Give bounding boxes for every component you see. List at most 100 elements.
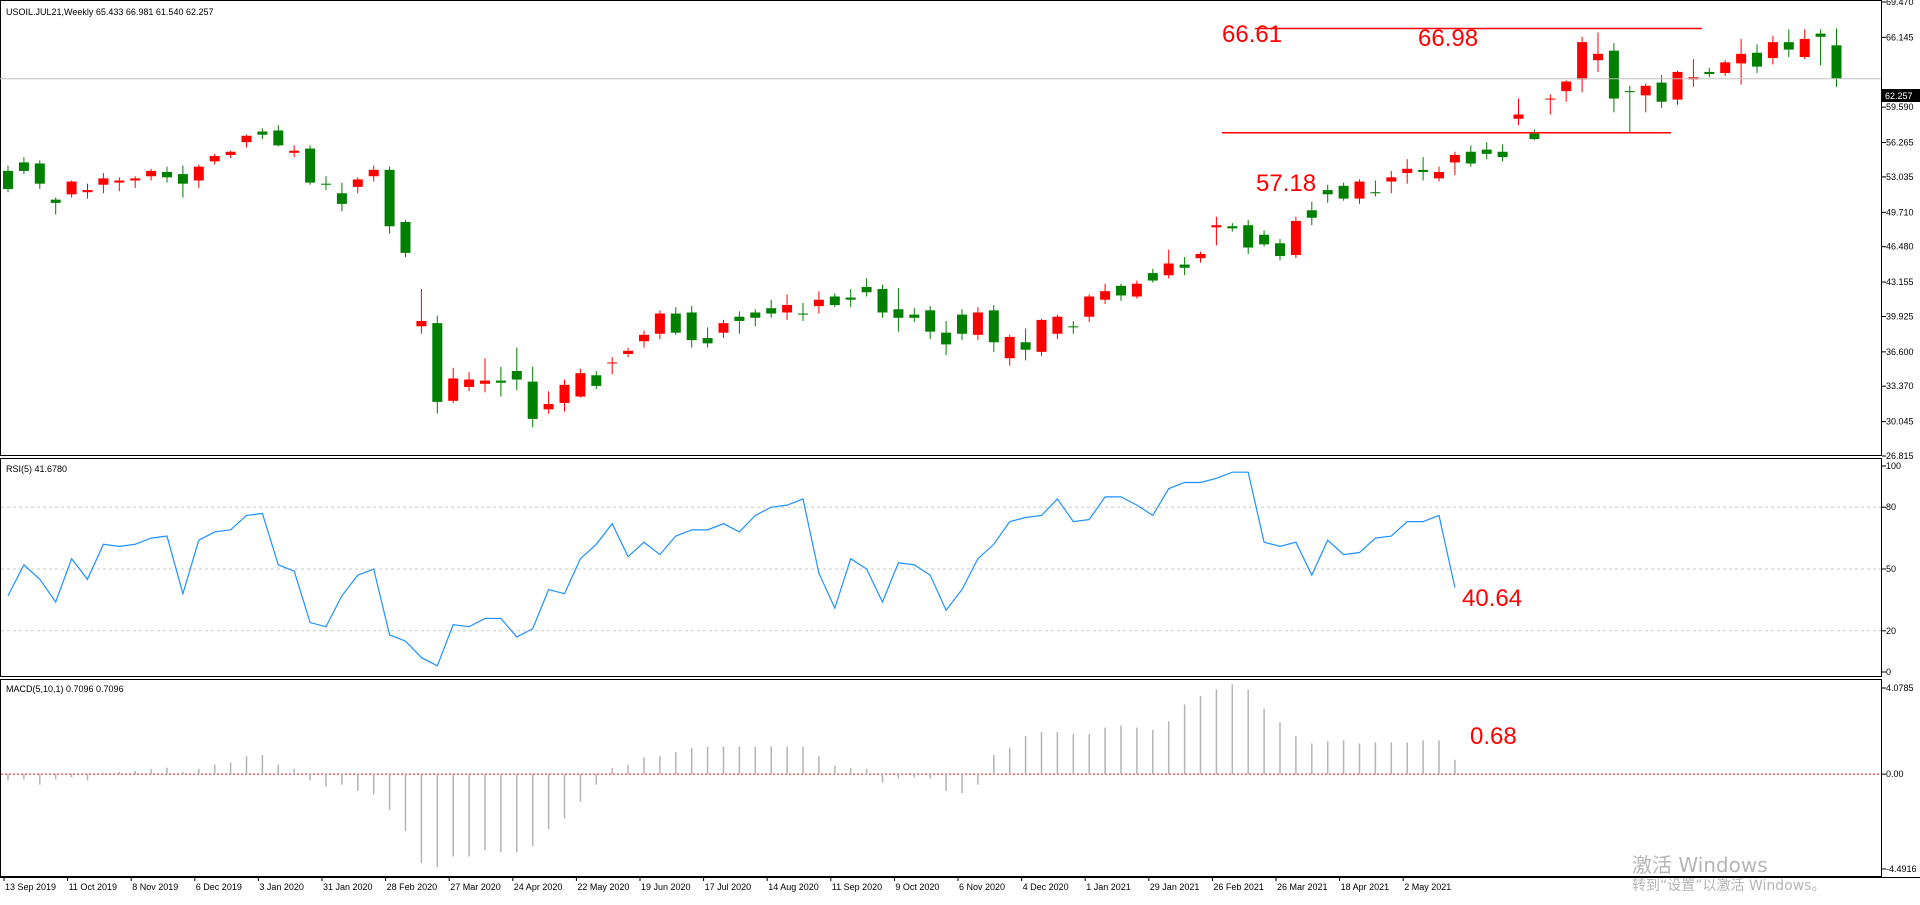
candle-body [3, 170, 13, 190]
candle-body [861, 286, 872, 293]
price-axis-label: 56.265 [1886, 138, 1914, 148]
candle-body [1672, 71, 1683, 100]
candle-body [1561, 81, 1572, 92]
rsi-axis-label: 50 [1886, 564, 1896, 574]
candle-body [1593, 53, 1603, 61]
candle-body [18, 162, 29, 171]
price-axis: 69.470 66.145 59.590 56.265 53.035 49.710 46.4… [1882, 0, 1914, 461]
candle-body [241, 135, 252, 143]
price-axis-label: 49.710 [1886, 207, 1914, 217]
annotation-high-1: 66.61 [1222, 21, 1282, 48]
price-panel-frame [0, 0, 1882, 456]
price-axis-label: 36.600 [1886, 347, 1914, 357]
time-axis-label: 18 Apr 2021 [1341, 882, 1390, 892]
macd-last-value: 0.68 [1470, 723, 1517, 750]
time-axis-label: 26 Mar 2021 [1277, 882, 1328, 892]
macd-axis-label: -4.4916 [1886, 864, 1917, 874]
candle-body [1116, 285, 1126, 296]
candle-body [686, 312, 697, 341]
candle-body [321, 183, 331, 185]
time-axis-label: 9 Oct 2020 [895, 882, 939, 892]
candle-body [1418, 169, 1429, 172]
time-axis-label: 14 Aug 2020 [768, 882, 819, 892]
candle-body [162, 171, 172, 178]
candle-body [1545, 98, 1556, 100]
candle-body [177, 174, 188, 184]
candle-body [1354, 181, 1365, 199]
candle-body [511, 371, 522, 380]
candle-body [352, 179, 363, 187]
candle-body [1736, 53, 1747, 64]
rsi-axis-label: 0 [1886, 667, 1891, 677]
macd-panel-frame [0, 679, 1882, 877]
price-axis-label: 66.145 [1886, 32, 1914, 42]
rsi-panel-frame [0, 458, 1882, 677]
price-axis-label: 39.925 [1886, 311, 1914, 321]
candle-body [575, 373, 586, 397]
candle-body [1752, 52, 1762, 67]
time-axis-label: 27 Mar 2020 [450, 882, 501, 892]
candle-body [416, 320, 427, 327]
candle-body [527, 381, 538, 419]
candle-body [1004, 336, 1015, 359]
candle-body [734, 316, 745, 321]
rsi-last-value: 40.64 [1462, 585, 1522, 612]
price-axis-label: 33.370 [1886, 381, 1914, 391]
candle-body [702, 338, 713, 344]
price-axis-label: 53.035 [1886, 172, 1914, 182]
rsi-axis-label: 100 [1886, 461, 1901, 471]
candle-body [1275, 243, 1285, 257]
candle-body [1179, 264, 1190, 268]
candle-body [289, 150, 300, 153]
candle-body [114, 180, 125, 183]
time-axis-label: 19 Jun 2020 [641, 882, 691, 892]
candle-body [1704, 71, 1715, 75]
candle-body [1259, 234, 1270, 245]
time-axis-label: 24 Apr 2020 [514, 882, 563, 892]
candle-body [495, 380, 506, 383]
candle-body [448, 378, 459, 401]
time-axis-label: 2 May 2021 [1404, 882, 1451, 892]
macd-label: MACD(5,10,1) 0.7096 0.7096 [6, 684, 124, 694]
annotation-low: 57.18 [1256, 170, 1316, 197]
candles [3, 28, 1842, 428]
candle-body [1481, 149, 1492, 154]
candle-body [98, 178, 109, 185]
candle-body [1052, 316, 1063, 334]
candle-body [957, 314, 967, 334]
candle-body [1815, 33, 1826, 37]
candle-body [750, 312, 761, 318]
candle-body [1195, 253, 1206, 259]
candle-body [829, 296, 840, 306]
time-axis-label: 22 May 2020 [577, 882, 629, 892]
time-axis-label: 31 Jan 2020 [323, 882, 373, 892]
candle-body [1577, 42, 1588, 80]
candle-body [1529, 133, 1540, 139]
price-tag-box [1882, 89, 1920, 102]
time-axis-label: 29 Jan 2021 [1150, 882, 1200, 892]
candle-body [1640, 85, 1651, 96]
time-axis: 13 Sep 2019 11 Oct 2019 8 Nov 2019 6 Dec 20… [3, 877, 1451, 892]
rsi-series [7, 471, 1456, 667]
candle-body [225, 151, 236, 155]
candle-body [1084, 296, 1095, 317]
candle-body [1831, 45, 1842, 79]
watermark-line-2: 转到“设置”以激活 Windows。 [1632, 878, 1826, 894]
symbol-header: USOIL.JUL21,Weekly 65.433 66.981 61.540 … [6, 7, 213, 17]
candle-body [623, 350, 634, 354]
price-axis-label: 46.480 [1886, 242, 1914, 252]
candle-body [1386, 177, 1397, 182]
candle-body [257, 131, 268, 135]
candle-body [1068, 326, 1079, 328]
candle-body [1370, 192, 1381, 194]
time-axis-label: 17 Jul 2020 [705, 882, 752, 892]
candle-body [130, 178, 141, 181]
time-axis-label: 8 Nov 2019 [132, 882, 178, 892]
candle-body [543, 404, 554, 410]
candle-body [193, 166, 204, 181]
candle-body [798, 313, 808, 315]
candle-body [1338, 185, 1349, 199]
candle-body [1624, 91, 1635, 93]
candle-body [432, 323, 443, 402]
